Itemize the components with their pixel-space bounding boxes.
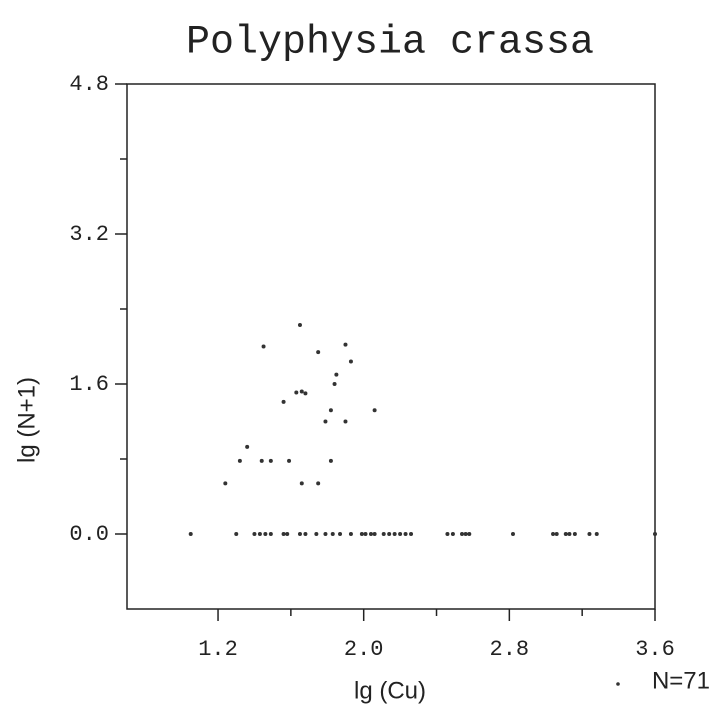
- point: [297, 322, 302, 327]
- point: [328, 458, 333, 463]
- x-tick-label: 1.2: [198, 637, 238, 662]
- point: [348, 359, 353, 364]
- point: [343, 419, 348, 424]
- point: [392, 532, 397, 536]
- y-tick-label: 1.6: [69, 372, 109, 397]
- point: [234, 532, 239, 536]
- point: [334, 372, 339, 377]
- point: [281, 399, 286, 404]
- x-tick-label: 2.0: [344, 637, 384, 662]
- point: [450, 532, 455, 536]
- point: [328, 408, 333, 413]
- x-tick-label: 2.8: [490, 637, 530, 662]
- point: [372, 532, 377, 536]
- point: [245, 444, 250, 449]
- legend-marker: [616, 682, 620, 686]
- y-tick-label: 4.8: [69, 72, 109, 97]
- point: [467, 532, 472, 536]
- point: [299, 389, 304, 394]
- point: [323, 419, 328, 424]
- point: [363, 532, 368, 536]
- point: [463, 532, 468, 536]
- point: [294, 390, 299, 395]
- point: [460, 532, 465, 536]
- y-axis-label: lg (N+1): [13, 377, 40, 463]
- point: [237, 458, 242, 463]
- point: [297, 532, 302, 536]
- point: [563, 532, 568, 536]
- point: [330, 532, 335, 536]
- point: [554, 532, 559, 536]
- point: [316, 481, 321, 486]
- x-axis-label: lg (Cu): [354, 677, 426, 704]
- point: [263, 532, 268, 536]
- point: [567, 532, 572, 536]
- chart-title: Polyphysia crassa: [186, 21, 594, 66]
- point: [259, 458, 264, 463]
- point: [348, 532, 353, 536]
- point: [332, 382, 337, 386]
- y-tick-label: 0.0: [69, 522, 109, 547]
- plot-frame: [126, 83, 656, 610]
- point: [587, 532, 592, 536]
- point: [387, 532, 392, 536]
- point: [285, 532, 290, 536]
- point: [510, 532, 515, 536]
- point: [223, 481, 228, 486]
- point: [398, 532, 403, 536]
- point: [299, 481, 304, 486]
- point: [268, 532, 273, 536]
- point: [594, 532, 599, 536]
- point: [323, 532, 328, 536]
- point: [287, 458, 292, 463]
- point: [403, 532, 408, 536]
- point: [252, 532, 257, 536]
- point: [261, 344, 266, 349]
- legend-label: N=71: [652, 667, 710, 694]
- point: [303, 532, 308, 536]
- point: [372, 408, 377, 413]
- point: [303, 391, 308, 396]
- point: [268, 458, 273, 463]
- point: [445, 532, 450, 536]
- point: [281, 532, 286, 536]
- x-tick-label: 3.6: [635, 637, 675, 662]
- point: [257, 532, 262, 536]
- point: [653, 532, 657, 536]
- point: [551, 532, 556, 536]
- point: [368, 532, 373, 536]
- point: [359, 532, 364, 536]
- point: [188, 532, 193, 536]
- point: [572, 532, 577, 536]
- point: [409, 532, 414, 536]
- point: [314, 532, 319, 536]
- point: [381, 532, 386, 536]
- point: [338, 532, 343, 536]
- point: [343, 342, 348, 347]
- point: [316, 350, 321, 355]
- y-tick-label: 3.2: [69, 222, 109, 247]
